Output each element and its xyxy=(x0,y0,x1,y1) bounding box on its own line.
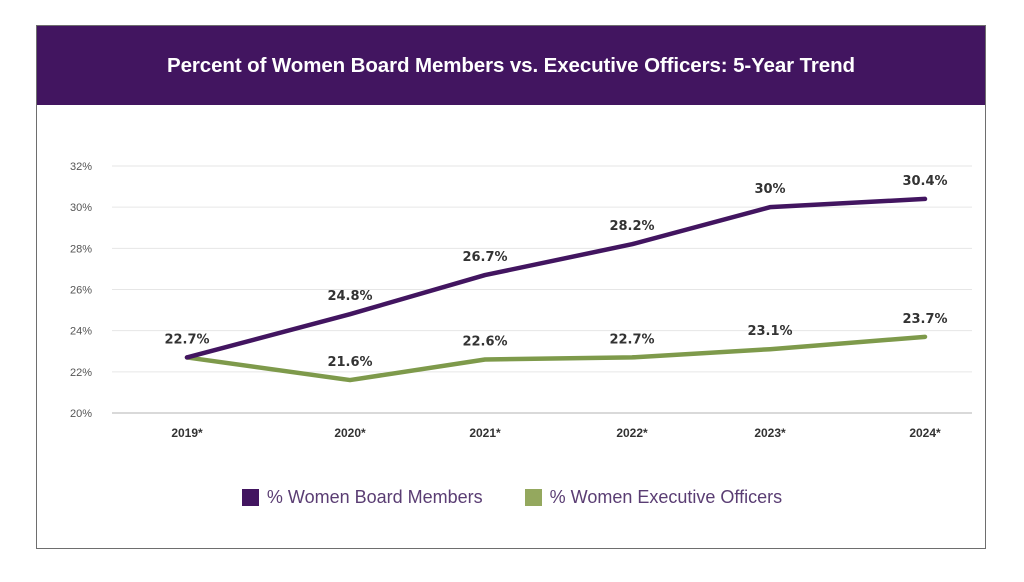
data-label-board: 24.8% xyxy=(327,289,372,304)
data-label-exec: 22.6% xyxy=(462,334,507,349)
y-tick-label: 26% xyxy=(70,285,92,297)
data-label-board: 28.2% xyxy=(609,219,654,234)
data-label-exec: 22.7% xyxy=(609,332,654,347)
y-tick-label: 28% xyxy=(70,243,92,255)
x-tick-label: 2020* xyxy=(334,426,366,440)
series-line-exec xyxy=(184,334,928,383)
y-tick-label: 32% xyxy=(70,161,92,173)
legend-item-exec: % Women Executive Officers xyxy=(524,487,783,508)
data-label-exec: 23.7% xyxy=(902,312,947,327)
legend: % Women Board Members % Women Executive … xyxy=(0,487,1024,508)
y-tick-label: 24% xyxy=(70,326,92,338)
data-label-exec: 21.6% xyxy=(327,355,372,370)
data-label-board: 30.4% xyxy=(902,174,947,189)
data-label-board: 22.7% xyxy=(164,332,209,347)
x-tick-label: 2022* xyxy=(616,426,648,440)
legend-swatch-board xyxy=(241,489,259,506)
x-tick-label: 2024* xyxy=(909,426,941,440)
x-tick-label: 2019* xyxy=(171,426,203,440)
legend-label-exec: % Women Executive Officers xyxy=(549,487,783,507)
data-label-exec: 23.1% xyxy=(747,324,792,339)
y-tick-label: 30% xyxy=(70,202,92,214)
legend-label-board: % Women Board Members xyxy=(266,487,483,507)
legend-item-board: % Women Board Members xyxy=(241,487,483,508)
chart-frame: Percent of Women Board Members vs. Execu… xyxy=(36,25,986,549)
series-line-board xyxy=(184,196,928,360)
data-label-board: 30% xyxy=(754,182,785,197)
chart-title: Percent of Women Board Members vs. Execu… xyxy=(167,53,855,77)
legend-swatch-exec xyxy=(524,489,542,506)
x-tick-label: 2023* xyxy=(754,426,786,440)
chart-header: Percent of Women Board Members vs. Execu… xyxy=(37,26,985,105)
y-tick-label: 20% xyxy=(70,408,92,420)
y-tick-label: 22% xyxy=(70,367,92,379)
x-tick-label: 2021* xyxy=(469,426,501,440)
data-label-board: 26.7% xyxy=(462,250,507,265)
